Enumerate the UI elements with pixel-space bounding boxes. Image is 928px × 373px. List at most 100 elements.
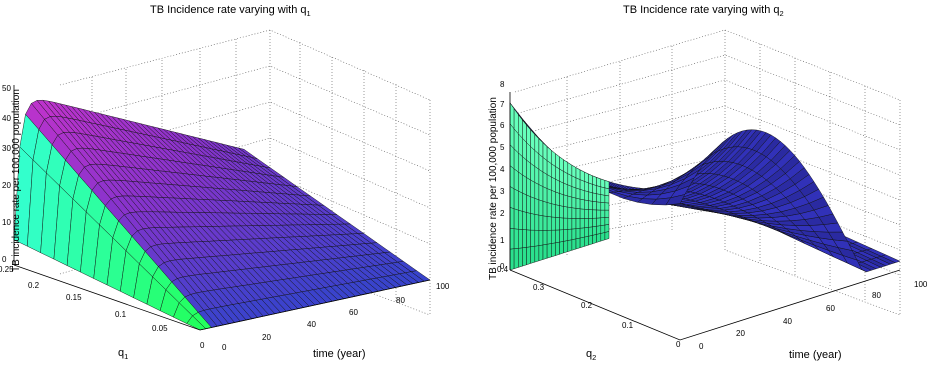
chart2-surface-patch (513, 168, 519, 192)
chart2-surface-patch (592, 201, 597, 211)
chart2-surface-patch (575, 167, 581, 180)
chart2-surface-patch (538, 214, 544, 231)
chart2-surface (509, 102, 901, 273)
chart2-surface-patch (567, 206, 573, 219)
chart2-surface-patch (542, 215, 548, 231)
chart1-xtick: 20 (262, 333, 271, 342)
chart2-ytick: 0.1 (622, 321, 634, 330)
chart2-surface-patch (555, 204, 560, 218)
chart2-surface-patch (555, 241, 560, 256)
chart1-xtick: 40 (307, 320, 316, 329)
chart2-surface-patch (555, 178, 560, 194)
chart2-surface-patch (518, 247, 523, 268)
chart2-surface-patch (530, 213, 536, 231)
chart2-surface-patch (579, 208, 585, 219)
chart2-xlabel: time (year) (789, 349, 842, 361)
chart2-surface-patch (567, 195, 573, 208)
chart2-surface-patch (542, 243, 548, 260)
chart2-surface-patch (596, 233, 602, 243)
chart2-surface-patch (526, 194, 531, 214)
chart2-surface-patch (575, 218, 581, 229)
chart2-surface-patch (530, 229, 536, 247)
chart2-surface-patch (551, 229, 556, 244)
chart2-ztick: 5 (500, 143, 505, 152)
chart2-surface-patch (579, 218, 585, 229)
chart2-surface-patch (567, 217, 573, 230)
chart2-surface-patch (584, 171, 589, 184)
chart1-title: TB Incidence rate varying with q1 (150, 4, 311, 18)
chart2-surface-patch (579, 198, 585, 210)
chart2-surface-patch (563, 240, 569, 254)
chart2-ztick: 2 (500, 209, 505, 218)
chart2-surface-patch (596, 177, 602, 188)
chart2-surface-patch (555, 217, 560, 231)
chart2-ztick: 1 (500, 236, 505, 245)
chart1-ytick: 0 (200, 341, 205, 350)
chart2-surface-patch (592, 217, 597, 228)
chart2-surface-patch (588, 200, 593, 211)
chart2-surface-patch (596, 185, 602, 195)
chart1-surface (13, 99, 431, 331)
chart2-title: TB Incidence rate varying with q2 (623, 4, 784, 18)
chart2-surface-patch (513, 188, 519, 211)
chart2-surface-patch (518, 228, 523, 249)
chart2-surface-patch (563, 217, 569, 230)
chart2-surface-patch (538, 184, 544, 202)
chart2-surface-patch (526, 246, 531, 266)
chart2-zlabel: TB incidence rate per 100,000 population (488, 97, 499, 280)
chart2-surface-patch (584, 218, 589, 229)
chart2-surface-patch (555, 191, 560, 206)
chart2-surface-patch (551, 203, 556, 218)
chart2-surface-patch (571, 238, 577, 251)
chart2-xtick: 0 (699, 342, 704, 351)
chart2-surface-patch (522, 192, 527, 213)
chart1-ytick: 0.25 (0, 265, 14, 274)
chart1-ztick: 50 (2, 84, 11, 93)
chart2-ztick: 7 (500, 100, 505, 109)
chart2-axes (509, 92, 901, 341)
chart2-ztick: 8 (500, 80, 505, 89)
chart2-surface-patch (522, 229, 527, 249)
chart2-surface-patch (579, 169, 585, 182)
chart2-xtick: 80 (872, 291, 881, 300)
chart2-surface-patch (522, 211, 527, 231)
chart2-surface-patch (592, 209, 597, 219)
chart1-xtick: 60 (349, 308, 358, 317)
chart2-surface-patch (600, 186, 606, 196)
chart2-surface-patch (571, 228, 577, 240)
chart2-surface-patch (579, 227, 585, 239)
chart1-ztick: 20 (2, 181, 11, 190)
chart2-surface-patch (596, 225, 602, 235)
chart2-ztick: 6 (500, 121, 505, 130)
chart-q1: TB Incidence rate varying with q1 0 10 2… (0, 4, 450, 361)
chart2-surface-patch (538, 199, 544, 217)
chart2-surface-patch (567, 184, 573, 198)
chart2-surface-patch (604, 216, 610, 226)
chart2-surface-patch (604, 202, 610, 211)
chart2-surface-patch (509, 186, 515, 210)
chart2-xtick: 40 (783, 317, 792, 326)
chart2-surface-patch (592, 175, 597, 186)
chart2-ytick: 0.2 (581, 301, 593, 310)
chart2-surface-patch (592, 234, 597, 245)
chart2-surface-patch (522, 174, 527, 196)
chart2-surface-patch (596, 209, 602, 219)
chart2-surface-patch (600, 232, 606, 242)
chart2-surface-patch (538, 230, 544, 246)
chart2-surface-patch (534, 197, 540, 216)
chart1-zlabel: TB incidence rate per 100,000 population (11, 89, 22, 272)
chart2-surface-patch (588, 173, 593, 185)
chart2-surface-patch (604, 187, 610, 197)
chart2-surface-patch (546, 243, 552, 259)
chart1-ztick: 40 (2, 114, 11, 123)
chart1-ztick: 10 (2, 218, 11, 227)
chart2-surface-patch (588, 209, 593, 219)
chart2-surface-patch (546, 229, 552, 245)
chart2-surface-patch (592, 192, 597, 203)
chart2-surface-patch (571, 164, 577, 179)
chart2-surface-patch (530, 245, 536, 264)
chart2-surface-patch (604, 180, 610, 190)
chart2-surface-patch (534, 214, 540, 231)
chart2-surface-patch (555, 229, 560, 244)
